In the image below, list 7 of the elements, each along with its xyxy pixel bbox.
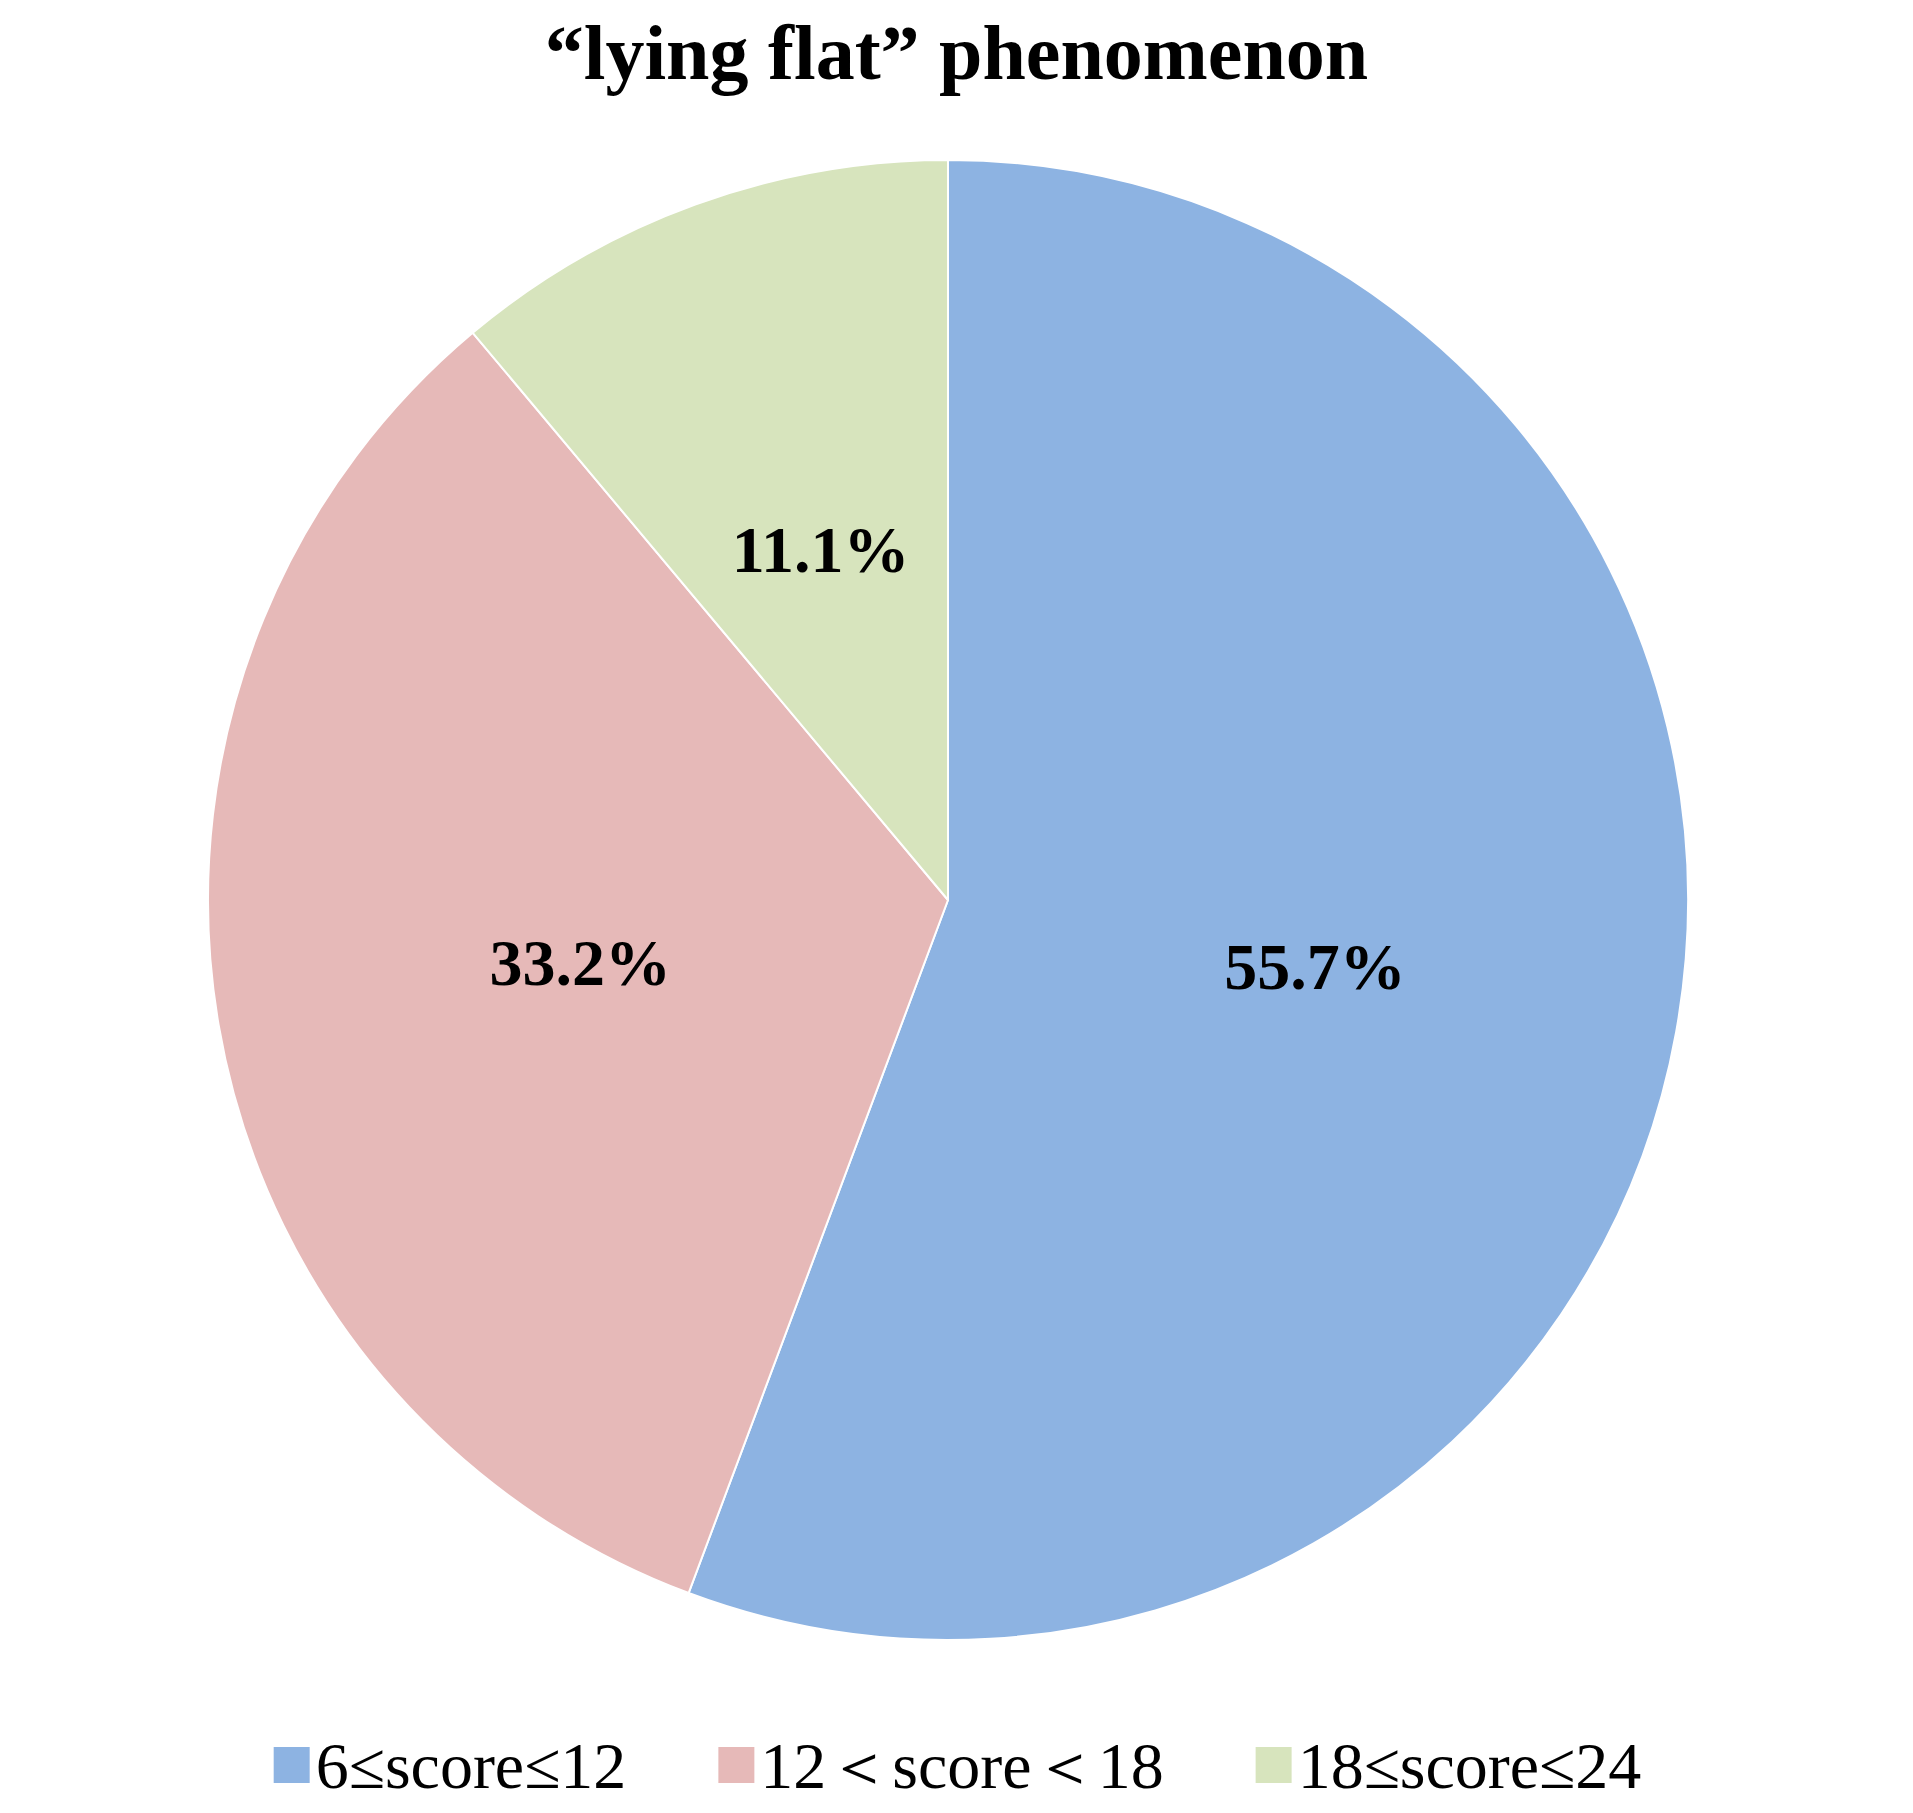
data-label: 55.7%	[1224, 929, 1406, 1003]
chart-title: “lying flat” phenomenon	[544, 8, 1369, 96]
legend-label: 12＜score＜18	[760, 1728, 1164, 1802]
legend-label: 18≤score≤24	[1297, 1728, 1642, 1802]
data-label: 33.2%	[489, 926, 672, 1000]
data-label: 11.1%	[731, 512, 910, 586]
legend-label: 6≤score≤12	[315, 1728, 627, 1802]
